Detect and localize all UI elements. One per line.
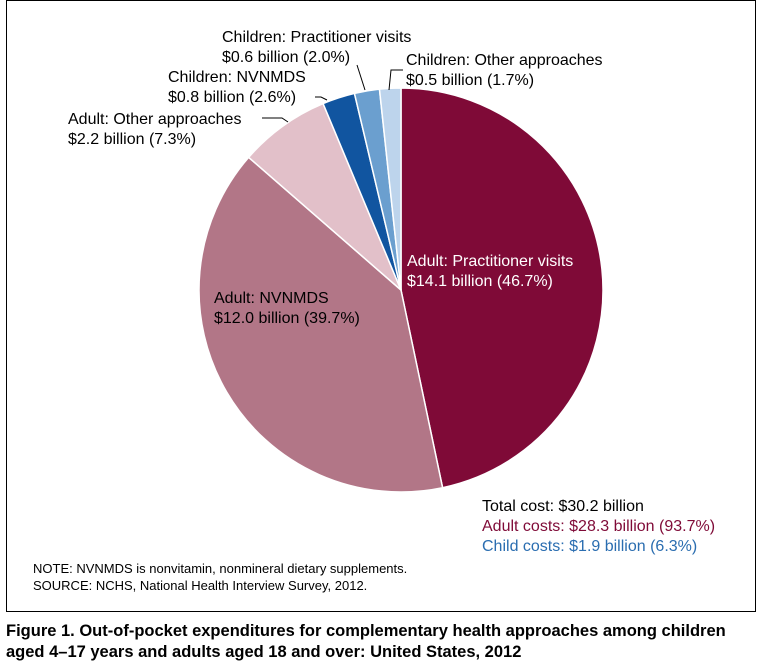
slice-label-adult-practitioner: Adult: Practitioner visits [407,253,573,270]
caption-line-2: aged 4–17 years and adults aged 18 and o… [6,643,522,661]
pie-chart: Adult: Practitioner visits $14.1 billion … [68,29,604,493]
note-text: NOTE: NVNMDS is nonvitamin, nonmineral d… [33,561,408,576]
slice-amount-adult-other: $2.2 billion (7.3%) [68,131,196,148]
leader-line-children-practitioner [356,64,366,91]
notes: NOTE: NVNMDS is nonvitamin, nonmineral d… [33,560,407,594]
leader-line-children-nvnmds [315,96,328,101]
totals-block: Total cost: $30.2 billion Adult costs: $… [482,497,715,557]
slice-label-children-nvnmds: Children: NVNMDS [168,69,306,86]
leader-line-adult-other [262,117,289,123]
slice-amount-children-other: $0.5 billion (1.7%) [406,72,534,89]
slice-amount-adult-practitioner: $14.1 billion (46.7%) [407,273,553,290]
total-cost: Total cost: $30.2 billion [482,498,644,515]
child-costs: Child costs: $1.9 billion (6.3%) [482,538,698,555]
slice-amount-children-nvnmds: $0.8 billion (2.6%) [168,89,296,106]
source-text: SOURCE: NCHS, National Health Interview … [33,578,368,593]
caption-line-1: Figure 1. Out-of-pocket expenditures for… [6,622,726,640]
slice-adult-nvnmds [198,156,444,493]
figure-caption: Figure 1. Out-of-pocket expenditures for… [6,621,761,663]
slice-label-adult-nvnmds: Adult: NVNMDS [214,290,329,307]
slice-amount-children-practitioner: $0.6 billion (2.0%) [222,49,350,66]
slice-adult-practitioner [400,87,604,489]
slice-children-other [378,87,402,291]
leader-line-children-other [388,69,403,91]
slice-label-children-practitioner: Children: Practitioner visits [222,29,411,46]
slice-label-adult-other: Adult: Other approaches [68,111,241,128]
slice-amount-adult-nvnmds: $12.0 billion (39.7%) [214,310,360,327]
adult-costs: Adult costs: $28.3 billion (93.7%) [482,518,716,535]
slice-label-children-other: Children: Other approaches [406,52,603,69]
chart-frame [6,0,756,612]
